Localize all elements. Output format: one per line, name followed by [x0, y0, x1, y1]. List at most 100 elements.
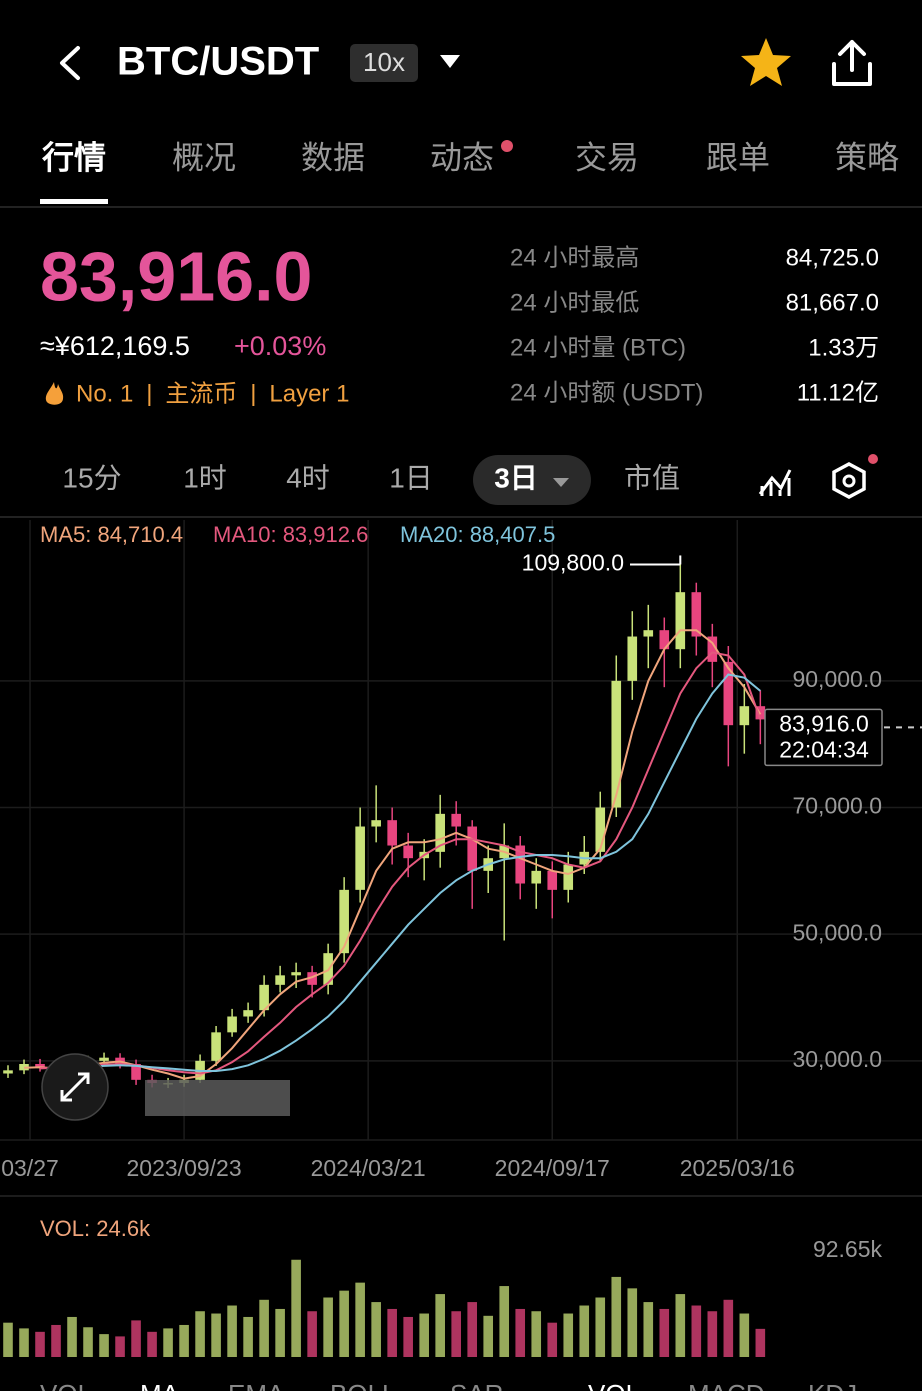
volume-bar [691, 1305, 702, 1357]
volume-bar [147, 1331, 157, 1357]
candle-body [211, 1032, 221, 1061]
candle-body [627, 636, 638, 681]
stat-label: 24 小时最低 [510, 289, 639, 316]
indicator-tab[interactable]: SAR [450, 1379, 503, 1391]
volume-bar [355, 1282, 365, 1357]
candle-body [3, 1070, 13, 1074]
candle-body [467, 826, 478, 871]
candle-body [451, 813, 461, 827]
timeframe[interactable]: 3日 [494, 462, 538, 493]
indicator-tab[interactable]: BOLL [330, 1379, 397, 1391]
indicator-tab[interactable]: MACD [688, 1379, 765, 1391]
cny-price: ≈¥612,169.5 [40, 331, 190, 361]
fullscreen-icon [60, 1072, 90, 1102]
volume-bar [515, 1308, 526, 1357]
x-tick-label: 2024/09/17 [495, 1155, 610, 1181]
volume-bar [707, 1311, 718, 1357]
tab[interactable]: 动态 [430, 139, 494, 175]
timeframe[interactable]: 市值 [624, 462, 680, 493]
candle-body [723, 661, 734, 726]
x-tick-label: 2025/03/16 [680, 1155, 795, 1181]
timeframe[interactable]: 1时 [183, 462, 227, 493]
candle-body [435, 813, 445, 852]
candle-body [531, 870, 542, 884]
stat-label: 24 小时额 (USDT) [510, 379, 703, 406]
indicator-tab[interactable]: KDJ [808, 1379, 857, 1391]
ma-legend: MA20: 88,407.5 [400, 522, 555, 547]
volume-bar [387, 1308, 397, 1357]
candle-body [35, 1064, 45, 1068]
leverage-badge[interactable] [350, 44, 418, 82]
volume-bar [467, 1302, 478, 1357]
timeframe[interactable]: 4时 [286, 462, 330, 493]
candle-body [675, 592, 686, 650]
share-button[interactable] [832, 40, 872, 86]
pair-title: BTC/USDT [117, 40, 319, 84]
y-tick-label: 30,000.0 [792, 1046, 882, 1072]
volume-bar [19, 1328, 29, 1357]
volume-bar [275, 1308, 285, 1357]
indicator-tab[interactable]: MA [140, 1379, 180, 1391]
candle-body [739, 706, 750, 726]
tab[interactable]: 概况 [172, 139, 236, 175]
volume-bar [563, 1313, 574, 1357]
candle-body [275, 975, 285, 985]
settings-button[interactable] [832, 462, 866, 499]
tab[interactable]: 策略 [835, 139, 899, 175]
candle-body [339, 889, 349, 954]
timeframe-dropdown[interactable] [553, 478, 569, 487]
volume-bar [243, 1316, 253, 1357]
volume-bar [83, 1327, 93, 1357]
pair-dropdown[interactable] [440, 55, 460, 68]
chart-area: 30,000.0 50,000.0 70,000.0 90,000.0 03/27 202… [0, 520, 922, 1357]
ma-line [23, 629, 762, 1080]
coin-tag: 主流币 [165, 380, 237, 407]
volume-bar [579, 1305, 590, 1357]
volume-bar [371, 1302, 381, 1357]
indicator-tab[interactable]: VOL [40, 1379, 92, 1391]
volume-bar [755, 1328, 766, 1357]
favorite-star[interactable] [741, 38, 791, 86]
indicator-tab[interactable]: VOL [588, 1379, 640, 1391]
coin-tag: No. 1 [76, 380, 133, 407]
timeframe[interactable]: 15分 [62, 462, 121, 493]
vol-legend: VOL: 24.6k [40, 1216, 151, 1241]
volume-bar [35, 1331, 45, 1357]
tab[interactable]: 交易 [575, 139, 639, 175]
volume-bar [675, 1294, 686, 1357]
volume-bar [435, 1294, 445, 1357]
indicator-button[interactable] [758, 469, 792, 496]
volume-bar [419, 1313, 429, 1357]
volume-bar [627, 1288, 638, 1357]
candle-body [227, 1016, 237, 1033]
tab[interactable]: 跟单 [706, 139, 770, 175]
ma-line [39, 651, 762, 1075]
y-tick-label: 90,000.0 [792, 666, 882, 692]
timeframe[interactable]: 1日 [389, 462, 433, 493]
last-price: 83,916.0 [40, 237, 312, 315]
settings-icon-center [842, 474, 856, 488]
timeframe-selected [473, 455, 591, 505]
volume-bar [611, 1276, 622, 1357]
volume-bar [483, 1315, 494, 1357]
volume-bar [291, 1259, 301, 1357]
candle-body [563, 864, 574, 890]
y-tick-label: 50,000.0 [792, 919, 882, 945]
volume-bar [723, 1299, 734, 1357]
volume-bar [499, 1286, 510, 1357]
candle-body [387, 820, 397, 846]
indicator-tab[interactable]: EMA [228, 1379, 285, 1391]
back-button[interactable] [60, 46, 80, 80]
volume-bar [259, 1299, 269, 1357]
tab[interactable]: 数据 [301, 139, 365, 175]
candle-body [403, 845, 413, 859]
tab[interactable]: 行情 [42, 139, 106, 175]
max-label: 109,800.0 [522, 550, 624, 576]
volume-bar [227, 1305, 237, 1357]
y-tick-label: 92.65k [813, 1236, 883, 1262]
stat-value: 81,667.0 [786, 289, 879, 316]
ma-line [71, 673, 761, 1072]
